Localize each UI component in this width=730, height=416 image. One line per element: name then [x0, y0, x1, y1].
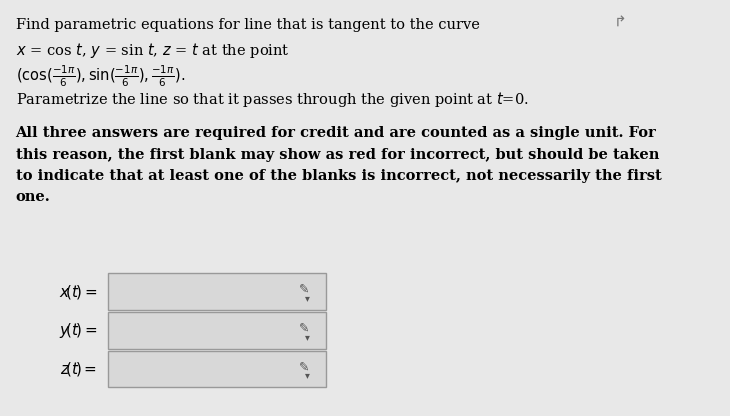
Text: ▾: ▾: [305, 293, 310, 303]
Text: ✎: ✎: [299, 361, 310, 374]
Text: ✎: ✎: [299, 322, 310, 335]
Bar: [108, 351, 326, 387]
Text: this reason, the first blank may show as red for incorrect, but should be taken: this reason, the first blank may show as…: [15, 148, 659, 162]
Text: ▾: ▾: [305, 332, 310, 342]
Text: $(\cos(\frac{-1\pi}{6}), \sin(\frac{-1\pi}{6}), \frac{-1\pi}{6}).$: $(\cos(\frac{-1\pi}{6}), \sin(\frac{-1\p…: [15, 63, 185, 89]
Bar: [108, 312, 326, 349]
Text: $x\!(t\!) =$: $x\!(t\!) =$: [58, 282, 97, 301]
Text: $z\!(t\!) =$: $z\!(t\!) =$: [60, 360, 97, 378]
Text: ✎: ✎: [299, 283, 310, 296]
Text: to indicate that at least one of the blanks is incorrect, not necessarily the fi: to indicate that at least one of the bla…: [15, 169, 661, 183]
Text: ▾: ▾: [305, 371, 310, 381]
Text: $y\!(t\!) =$: $y\!(t\!) =$: [58, 321, 97, 340]
Text: one.: one.: [15, 190, 50, 204]
Text: Find parametric equations for line that is tangent to the curve: Find parametric equations for line that …: [15, 18, 480, 32]
Bar: [108, 273, 326, 310]
Text: Parametrize the line so that it passes through the given point at $t$=0.: Parametrize the line so that it passes t…: [15, 90, 529, 109]
Text: All three answers are required for credit and are counted as a single unit. For: All three answers are required for credi…: [15, 126, 656, 141]
Text: ↱: ↱: [613, 15, 626, 30]
Text: $x$ = cos $t$, $y$ = sin $t$, $z$ = $t$ at the point: $x$ = cos $t$, $y$ = sin $t$, $z$ = $t$ …: [15, 41, 289, 60]
